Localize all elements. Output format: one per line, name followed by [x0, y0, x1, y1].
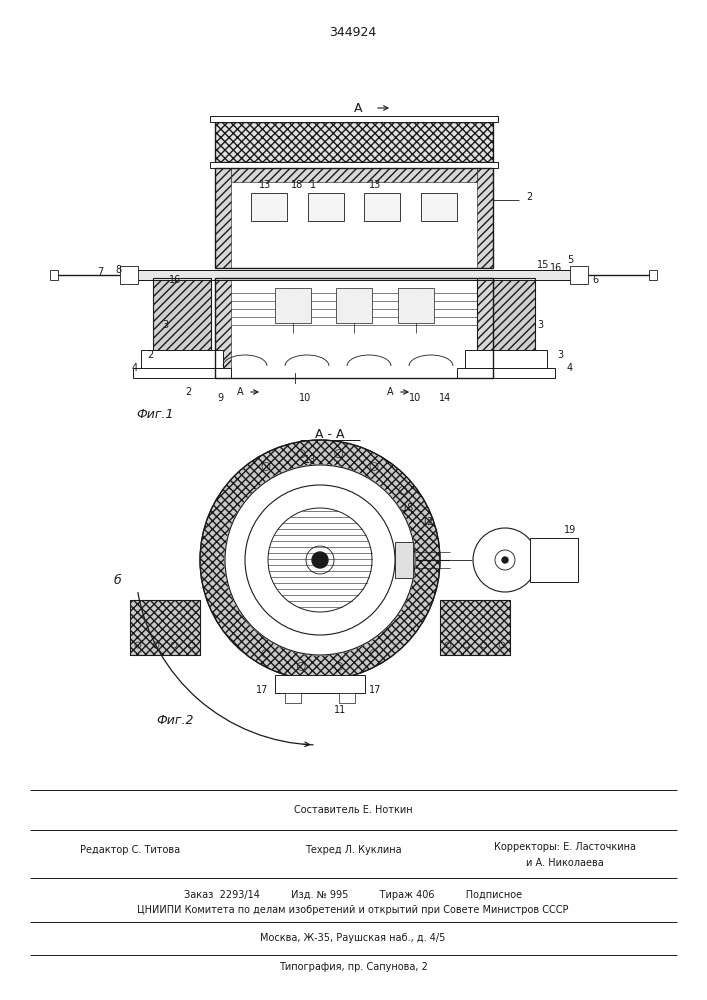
Bar: [477, 278, 493, 378]
Bar: [421, 193, 457, 221]
Text: 14: 14: [439, 393, 451, 403]
Text: 10: 10: [409, 393, 421, 403]
Bar: [141, 350, 223, 368]
Bar: [135, 270, 573, 280]
Bar: [285, 693, 301, 703]
Bar: [153, 278, 211, 368]
Bar: [308, 193, 344, 221]
Text: Корректоры: Е. Ласточкина: Корректоры: Е. Ласточкина: [494, 842, 636, 852]
Bar: [477, 278, 535, 368]
Text: Фиг.2: Фиг.2: [156, 714, 194, 726]
Text: 18: 18: [402, 503, 414, 513]
Bar: [336, 288, 372, 323]
Text: 3: 3: [537, 320, 543, 330]
Text: Фиг.1: Фиг.1: [136, 408, 174, 422]
Bar: [395, 542, 413, 578]
Text: 12: 12: [422, 517, 434, 527]
Text: б: б: [113, 574, 121, 586]
Text: Редактор С. Титова: Редактор С. Титова: [80, 845, 180, 855]
Text: 7: 7: [97, 267, 103, 277]
Bar: [210, 162, 498, 168]
Bar: [135, 270, 573, 280]
Text: 4: 4: [567, 363, 573, 373]
Text: 13: 13: [369, 180, 381, 190]
Text: 17: 17: [256, 685, 268, 695]
Text: 9: 9: [217, 393, 223, 403]
Text: Техред Л. Куклина: Техред Л. Куклина: [305, 845, 402, 855]
Bar: [440, 600, 510, 655]
Text: 5: 5: [567, 255, 573, 265]
Text: 13: 13: [304, 455, 316, 465]
Bar: [364, 193, 400, 221]
Text: A: A: [237, 387, 243, 397]
Bar: [339, 693, 355, 703]
Text: 2: 2: [185, 387, 191, 397]
Text: A: A: [387, 387, 393, 397]
Text: 344924: 344924: [329, 25, 377, 38]
Text: Типография, пр. Сапунова, 2: Типография, пр. Сапунова, 2: [279, 962, 428, 972]
Text: Составитель Е. Ноткин: Составитель Е. Ноткин: [293, 805, 412, 815]
Wedge shape: [200, 440, 440, 680]
Bar: [274, 288, 310, 323]
Bar: [133, 368, 231, 378]
Text: 16: 16: [169, 275, 181, 285]
Bar: [130, 600, 200, 655]
Bar: [215, 168, 493, 268]
Bar: [153, 278, 211, 368]
Bar: [50, 270, 58, 280]
Bar: [440, 600, 510, 655]
Bar: [252, 193, 288, 221]
Bar: [275, 675, 365, 693]
Text: 18: 18: [291, 180, 303, 190]
Circle shape: [473, 528, 537, 592]
Bar: [210, 116, 498, 122]
Text: 17: 17: [369, 685, 381, 695]
Text: 19: 19: [564, 525, 576, 535]
Circle shape: [225, 465, 415, 655]
Text: 8: 8: [115, 265, 121, 275]
Bar: [215, 168, 231, 268]
Bar: [457, 368, 555, 378]
Bar: [649, 270, 657, 280]
Text: 10: 10: [299, 393, 311, 403]
Bar: [477, 278, 535, 368]
Bar: [215, 278, 493, 378]
Text: 11: 11: [334, 705, 346, 715]
Text: Заказ  2293/14          Изд. № 995          Тираж 406          Подписное: Заказ 2293/14 Изд. № 995 Тираж 406 Подпи…: [184, 890, 522, 900]
Text: 15: 15: [537, 260, 549, 270]
Circle shape: [312, 552, 328, 568]
Bar: [465, 350, 547, 368]
Bar: [477, 168, 493, 268]
Bar: [231, 168, 477, 182]
Text: 4: 4: [132, 363, 138, 373]
Text: A: A: [354, 102, 362, 114]
Circle shape: [502, 557, 508, 563]
Circle shape: [245, 485, 395, 635]
Text: 6: 6: [592, 275, 598, 285]
Text: 3: 3: [162, 320, 168, 330]
Bar: [530, 538, 578, 582]
Text: 3: 3: [557, 350, 563, 360]
Text: 16: 16: [550, 263, 562, 273]
Bar: [130, 600, 200, 655]
Bar: [397, 288, 433, 323]
Bar: [215, 122, 493, 162]
Text: A - A: A - A: [315, 428, 345, 442]
Text: 2: 2: [526, 192, 532, 202]
Text: 13: 13: [259, 180, 271, 190]
Text: ЦНИИПИ Комитета по делам изобретений и открытий при Совете Министров СССР: ЦНИИПИ Комитета по делам изобретений и о…: [137, 905, 568, 915]
Bar: [120, 266, 138, 284]
Text: 1: 1: [310, 180, 316, 190]
Text: Москва, Ж-35, Раушская наб., д. 4/5: Москва, Ж-35, Раушская наб., д. 4/5: [260, 933, 445, 943]
Bar: [215, 122, 493, 162]
Text: и А. Николаева: и А. Николаева: [526, 858, 604, 868]
Text: 2: 2: [147, 350, 153, 360]
Bar: [570, 266, 588, 284]
Bar: [215, 278, 231, 378]
